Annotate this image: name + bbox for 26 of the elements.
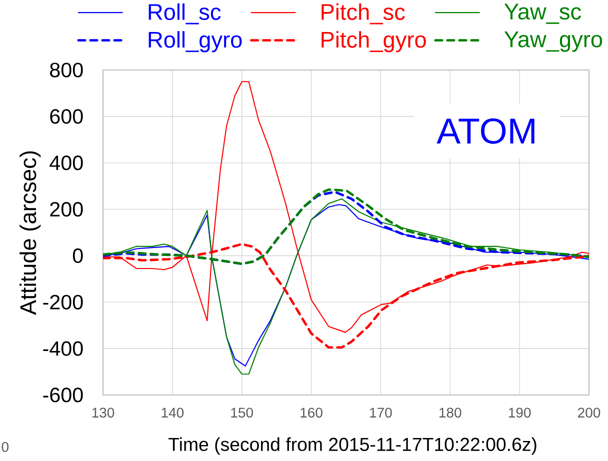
legend-label: Pitch_sc	[322, 3, 405, 24]
y-tick-label: -600	[43, 388, 83, 402]
legend-label: Roll_gyro	[148, 31, 242, 52]
x-tick-label: 160	[300, 408, 322, 418]
legend-label: Roll_sc	[148, 3, 221, 24]
y-tick-label: -200	[43, 294, 83, 310]
legend-label: Yaw_gyro	[504, 32, 602, 52]
x-tick-label: 190	[508, 408, 531, 418]
y-tick-label: -400	[43, 341, 83, 356]
legend-label: Pitch_gyro	[322, 31, 426, 52]
text: 0	[2, 442, 9, 452]
x-tick-label: 130	[92, 408, 114, 418]
annotation: ATOM	[436, 118, 534, 144]
y-tick-label: 400	[50, 156, 83, 170]
x-tick-label: 170	[370, 408, 392, 418]
x-axis-title: Time (second from 2015-11-17T10:22:00.6z)	[168, 437, 536, 455]
x-tick-label: 180	[440, 408, 462, 418]
legend-label: Yaw_sc	[504, 4, 581, 24]
y-tick-label: 0	[72, 248, 83, 264]
x-tick-label: 150	[231, 408, 253, 418]
y-axis-title: Attitude (arcsec)	[20, 151, 41, 315]
y-tick-label: 600	[50, 109, 83, 124]
y-tick-label: 800	[50, 62, 83, 78]
x-tick-label: 200	[578, 408, 600, 418]
x-tick-label: 140	[162, 408, 184, 418]
y-tick-label: 200	[50, 202, 83, 217]
